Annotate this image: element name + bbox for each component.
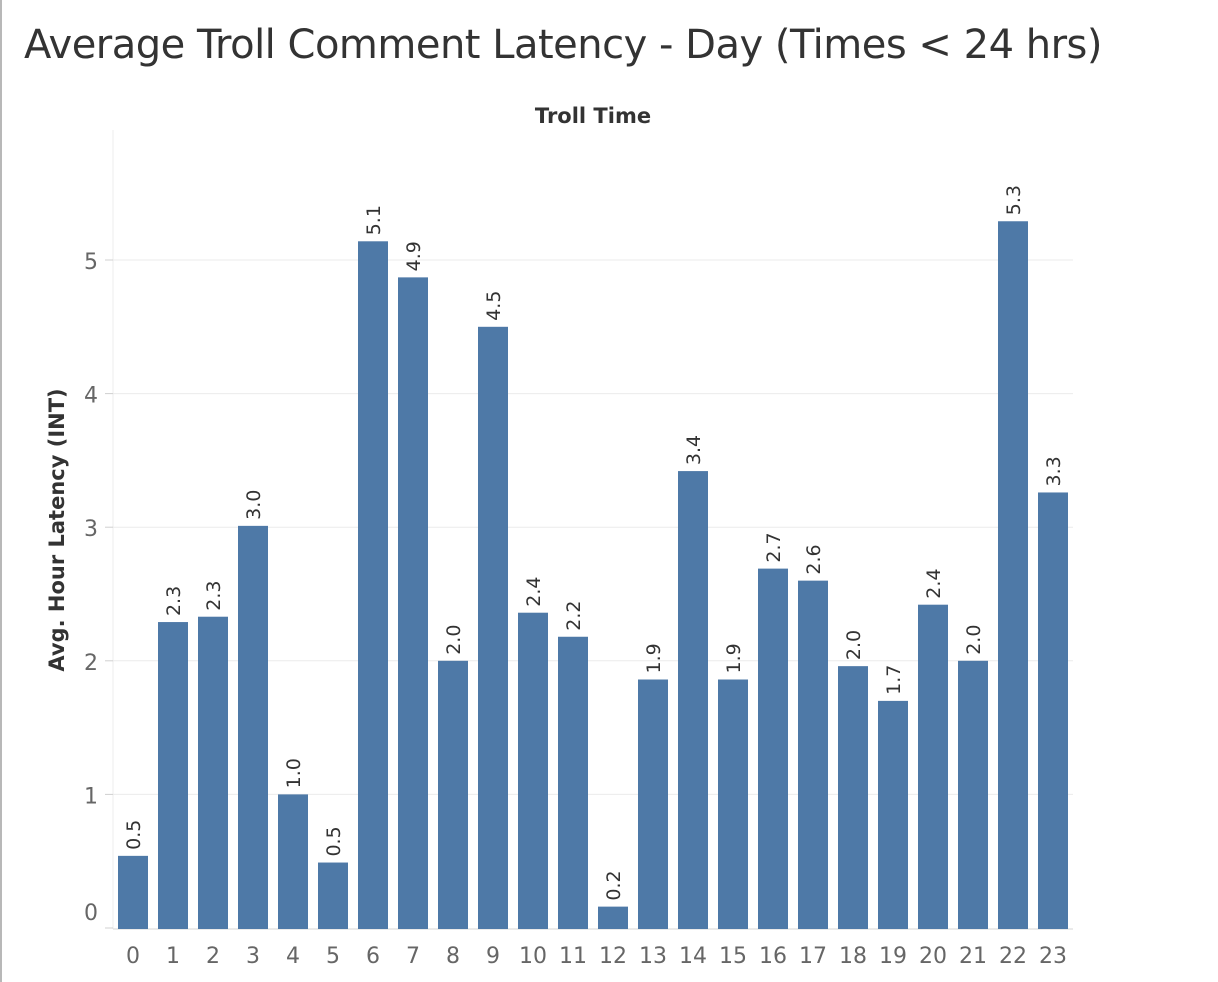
- bar-value-label: 4.5: [483, 291, 505, 321]
- x-tick-label: 1: [166, 944, 180, 969]
- x-tick-label: 7: [406, 944, 420, 969]
- bar-value-label: 1.0: [283, 758, 305, 788]
- x-tick-label: 19: [879, 944, 907, 969]
- bar: [958, 660, 988, 929]
- x-axis-title: Troll Time: [535, 104, 651, 128]
- y-tick-label: 0: [84, 901, 98, 926]
- bar: [718, 679, 748, 929]
- x-axis-ticks: 0 1 2 3 4 5 6 7 8 9 10 11 12 13 14 15 16 17 18 19 20 21 22 23: [126, 944, 1067, 969]
- x-tick-label: 9: [486, 944, 500, 969]
- bar-value-label: 2.4: [523, 576, 545, 606]
- x-tick-label: 0: [126, 944, 140, 969]
- bar: [758, 568, 788, 929]
- bar: [358, 241, 388, 929]
- bar-value-label: 2.3: [163, 586, 185, 616]
- bar: [838, 666, 868, 929]
- x-tick-label: 3: [246, 944, 260, 969]
- bar-labels: 0.5 2.3 2.3 3.0 1.0 0.5 5.1 4.9 2.0 4.5 2.4 2.2 0.2 1…: [123, 185, 1065, 901]
- x-tick-label: 22: [999, 944, 1027, 969]
- gridlines: [112, 130, 1073, 930]
- bar-value-label: 2.2: [563, 601, 585, 631]
- bar: [1038, 492, 1068, 929]
- bar: [678, 471, 708, 929]
- bar-value-label: 5.3: [1003, 185, 1025, 215]
- bar: [998, 221, 1028, 930]
- bar-value-label: 1.9: [723, 643, 745, 673]
- bar-value-label: 1.9: [643, 643, 665, 673]
- bar-value-label: 3.4: [683, 435, 705, 465]
- x-tick-label: 16: [759, 944, 787, 969]
- bar-value-label: 0.5: [123, 820, 145, 850]
- bar: [438, 660, 468, 929]
- bar-value-label: 2.3: [203, 580, 225, 610]
- bar: [878, 700, 908, 929]
- bar-value-label: 4.9: [403, 241, 425, 271]
- y-axis-ticks: 0 1 2 3 4 5: [84, 250, 113, 929]
- bars: [118, 221, 1068, 930]
- bar-value-label: 2.0: [963, 625, 985, 655]
- bar-value-label: 3.3: [1043, 456, 1065, 486]
- bar: [798, 580, 828, 929]
- bar-value-label: 2.6: [803, 544, 825, 574]
- bar-value-label: 2.7: [763, 532, 785, 562]
- bar: [598, 906, 628, 929]
- x-tick-label: 14: [679, 944, 707, 969]
- bar: [118, 855, 148, 929]
- x-tick-label: 20: [919, 944, 947, 969]
- x-tick-label: 10: [519, 944, 547, 969]
- x-tick-label: 11: [559, 944, 587, 969]
- x-tick-label: 15: [719, 944, 747, 969]
- bar: [198, 616, 228, 929]
- bar-value-label: 3.0: [243, 490, 265, 520]
- bar-value-label: 0.2: [603, 870, 625, 900]
- bar: [518, 612, 548, 929]
- bar: [638, 679, 668, 929]
- bar-value-label: 2.4: [923, 568, 945, 598]
- x-tick-label: 8: [446, 944, 460, 969]
- y-tick-label: 3: [84, 517, 98, 542]
- bar: [238, 525, 268, 929]
- bar: [398, 277, 428, 929]
- y-tick-label: 1: [84, 784, 98, 809]
- x-tick-label: 13: [639, 944, 667, 969]
- bar: [918, 604, 948, 929]
- x-tick-label: 18: [839, 944, 867, 969]
- bar-value-label: 5.1: [363, 205, 385, 235]
- bar: [158, 622, 188, 929]
- left-border: [0, 0, 2, 982]
- bar: [278, 794, 308, 929]
- y-tick-label: 4: [84, 384, 98, 409]
- bar: [478, 326, 508, 929]
- x-tick-label: 17: [799, 944, 827, 969]
- y-tick-label: 5: [84, 250, 98, 275]
- x-tick-label: 12: [599, 944, 627, 969]
- bar: [318, 862, 348, 929]
- x-tick-label: 2: [206, 944, 220, 969]
- x-tick-label: 23: [1039, 944, 1067, 969]
- bar-value-label: 2.0: [443, 625, 465, 655]
- bar: [558, 636, 588, 929]
- y-tick-label: 2: [84, 651, 98, 676]
- bar-value-label: 1.7: [883, 665, 905, 695]
- bar-value-label: 0.5: [323, 826, 345, 856]
- y-axis-title: Avg. Hour Latency (INT): [45, 388, 69, 671]
- x-tick-label: 5: [326, 944, 340, 969]
- x-tick-label: 4: [286, 944, 300, 969]
- x-tick-label: 6: [366, 944, 380, 969]
- x-tick-label: 21: [959, 944, 987, 969]
- chart-title: Average Troll Comment Latency - Day (Tim…: [24, 22, 1103, 68]
- bar-value-label: 2.0: [843, 630, 865, 660]
